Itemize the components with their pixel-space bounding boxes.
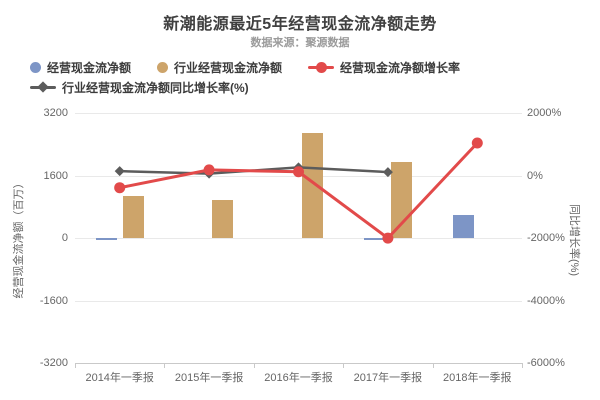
y-axis-right-tick-label: 0% <box>527 169 543 182</box>
legend-item-line-right[interactable]: 行业经营现金流净额同比增长率(%) <box>30 78 249 96</box>
legend-item-label: 行业经营现金流净额 <box>174 60 283 75</box>
x-axis-label: 2014年一季报 <box>85 372 154 384</box>
y-axis-left-title: 经营现金流净额（百万） <box>13 177 25 299</box>
x-axis-label: 2015年一季报 <box>174 372 244 384</box>
legend-item-label: 经营现金流净额 <box>47 60 132 75</box>
y-axis-left-tick-label: 3200 <box>43 107 68 119</box>
bar-series-swatch-icon <box>157 61 169 73</box>
y-axis-left-tick-label: 1600 <box>43 169 68 182</box>
gridline <box>75 113 522 114</box>
x-axis-tick <box>164 363 166 368</box>
y-axis-left-tick-label: 0 <box>61 232 68 244</box>
y-axis-right-tick-label: 2000% <box>527 107 562 119</box>
y-axis-right-tick-label: -4000% <box>527 294 565 307</box>
y-axis-right-title: 同比增长率(%) <box>568 203 580 277</box>
x-axis-label: 2017年一季报 <box>353 372 423 384</box>
company-growth-line <box>119 141 479 240</box>
x-axis-line <box>75 363 522 364</box>
bar-company-2018年一季报[interactable] <box>453 214 475 238</box>
legend-item-bar-left[interactable]: 经营现金流净额 <box>30 58 131 76</box>
circle-data-point-marker[interactable] <box>203 164 215 176</box>
bar-industry-2017年一季报[interactable] <box>390 161 412 238</box>
circle-data-point-marker[interactable] <box>114 182 126 194</box>
bar-industry-2015年一季报[interactable] <box>212 199 234 238</box>
y-axis-right-tick-label: -2000% <box>527 232 565 244</box>
x-axis-tick <box>343 363 345 368</box>
legend-item-label: 行业经营现金流净额同比增长率(%) <box>62 80 249 95</box>
x-axis-tick <box>432 363 434 368</box>
diamond-marker-icon <box>37 81 49 93</box>
bar-series-swatch-icon <box>30 61 41 73</box>
legend: 经营现金流净额 行业经营现金流净额 经营现金流净额增长率行业经营现金流净额同比增长率… <box>30 58 570 96</box>
x-axis-tick <box>522 363 523 368</box>
x-axis-tick <box>253 363 255 368</box>
circle-data-point-marker[interactable] <box>382 232 394 244</box>
circle-marker-icon <box>316 61 328 73</box>
legend-item-label: 经营现金流净额增长率 <box>340 60 461 75</box>
gridline <box>75 238 522 239</box>
chart-title: 新潮能源最近5年经营现金流净额走势 <box>163 16 437 33</box>
bar-company-2014年一季报[interactable] <box>95 238 117 240</box>
y-axis-left-tick-label: -1600 <box>39 294 68 307</box>
y-axis-left-tick-label: -3200 <box>39 357 68 369</box>
gridline <box>75 300 522 302</box>
industry-growth-line <box>119 166 388 175</box>
legend-item-line-right[interactable]: 经营现金流净额增长率 <box>308 58 460 76</box>
line-series-swatch-icon <box>30 81 56 93</box>
circle-data-point-marker[interactable] <box>471 137 483 149</box>
bar-industry-2016年一季报[interactable] <box>301 132 323 238</box>
bar-industry-2014年一季报[interactable] <box>122 196 144 238</box>
bar-company-2017年一季报[interactable] <box>363 238 385 240</box>
line-series-swatch-icon <box>308 61 335 73</box>
x-axis-label: 2016年一季报 <box>264 372 333 384</box>
circle-data-point-marker[interactable] <box>293 166 304 178</box>
chart-subtitle: 数据来源：聚源数据 <box>250 37 350 49</box>
y-axis-right-tick-label: -6000% <box>527 357 565 369</box>
x-axis-label: 2018年一季报 <box>443 372 512 384</box>
legend-item-bar-left[interactable]: 行业经营现金流净额 <box>157 58 282 76</box>
x-axis-tick <box>75 363 76 368</box>
